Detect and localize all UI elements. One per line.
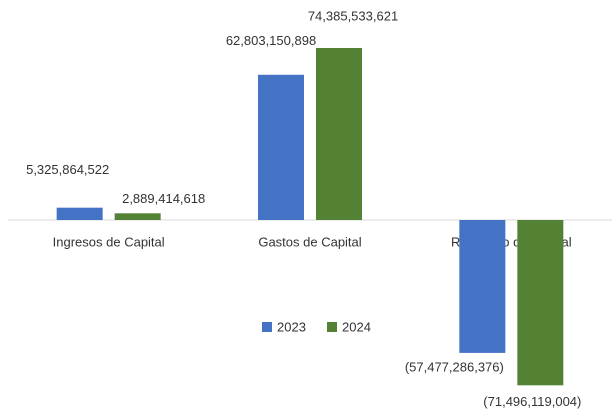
bar — [459, 220, 506, 353]
data-label: 62,803,150,898 — [226, 33, 316, 48]
bar — [517, 220, 564, 386]
legend-swatch — [327, 322, 337, 332]
data-label: (57,477,286,376) — [405, 359, 504, 374]
legend-label: 2023 — [277, 319, 306, 334]
x-tick-label: Gastos de Capital — [258, 234, 361, 249]
data-label: 5,325,864,522 — [26, 162, 109, 177]
bar — [56, 207, 103, 220]
data-label: (71,496,119,004) — [483, 394, 581, 409]
x-tick-label: Ingresos de Capital — [53, 234, 165, 249]
bar — [316, 48, 362, 220]
bar — [114, 213, 161, 220]
data-label: 2,889,414,618 — [122, 191, 205, 206]
legend-swatch — [262, 322, 272, 332]
data-label: 74,385,533,621 — [308, 8, 398, 23]
legend-label: 2024 — [342, 319, 371, 334]
bar — [258, 74, 304, 221]
